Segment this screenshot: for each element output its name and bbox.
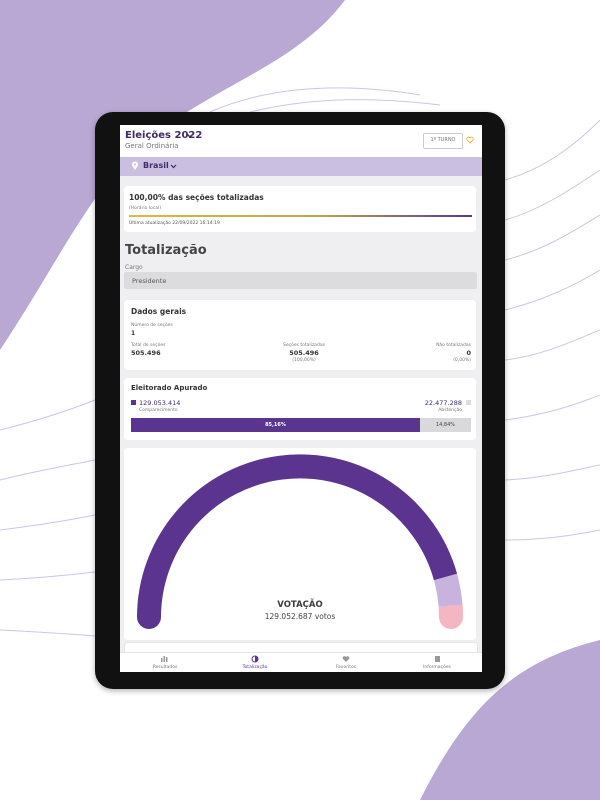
stat-pct: (0,00%) <box>453 358 471 363</box>
location-name[interactable]: Brasil <box>143 161 169 170</box>
pin-icon <box>132 161 138 170</box>
abstention-label: Abstenção <box>438 408 462 413</box>
legend-swatch <box>466 400 471 405</box>
turnout-value: 129.053.414 <box>139 399 181 407</box>
stat-label: Seções totalizadas <box>282 343 325 348</box>
abstention-value: 22.477.288 <box>424 399 462 407</box>
stat-label: Total de seções <box>131 343 166 348</box>
chevron-icon <box>170 164 177 169</box>
cargo-select[interactable]: Presidente <box>124 272 477 289</box>
votes-card: VOTAÇÃO 129.052.687 votos <box>124 448 476 640</box>
app-subtitle: Geral Ordinária <box>125 142 179 150</box>
turnout-label: Comparecimento <box>139 408 178 413</box>
card-title: Eleitorado Apurado <box>131 384 208 392</box>
nav-item[interactable]: Informações <box>423 665 451 670</box>
app-screen: Eleições 2022 Geral Ordinária 1º TURNO B… <box>120 125 482 672</box>
round-button-label[interactable]: 1º TURNO <box>430 137 456 143</box>
votes-gauge <box>137 454 464 629</box>
abstention-bar: 14,84% <box>420 418 471 432</box>
status-title: 100,00% das seções totalizadas <box>129 193 264 202</box>
gauge-cap <box>439 605 463 629</box>
stat-pct: (100,00%) <box>292 358 316 363</box>
bottom-nav: Resultados Totalização Favoritos Informa… <box>120 652 482 672</box>
votes-title: VOTAÇÃO <box>277 600 323 610</box>
gauge-cap <box>137 605 161 629</box>
location-bar[interactable]: Brasil <box>120 157 482 176</box>
stat-label: Não totalizadas <box>436 343 471 348</box>
turnout-bar: 85,16% <box>131 418 420 432</box>
nav-icons <box>161 655 440 663</box>
card-title: Dados gerais <box>131 307 187 316</box>
stat-label: Número de seções <box>131 323 173 328</box>
turnout-pct: 85,16% <box>265 422 286 428</box>
status-updated: Última atualização 22/09/2022 16:14:19 <box>129 221 220 226</box>
cargo-value[interactable]: Presidente <box>132 277 167 285</box>
nav-item[interactable]: Favoritos <box>335 665 357 670</box>
stat-value: 505.496 <box>289 349 319 357</box>
legend-swatch <box>131 400 136 405</box>
section-title: Totalização <box>125 243 207 258</box>
cargo-label: Cargo <box>125 264 143 271</box>
nav-item[interactable]: Totalização <box>242 665 268 670</box>
general-data-card: Dados gerais Número de seções 1 Total de… <box>124 300 476 370</box>
app-header: Eleições 2022 Geral Ordinária 1º TURNO <box>120 125 482 157</box>
gauge-valid <box>137 454 458 618</box>
chevron-icon <box>186 133 194 138</box>
status-note: (Horário local) <box>129 206 162 211</box>
round-button[interactable]: 1º TURNO <box>423 133 463 149</box>
stat-value: 1 <box>131 330 136 337</box>
abstention-pct: 14,84% <box>435 422 456 428</box>
nav-item[interactable]: Resultados <box>152 665 178 670</box>
progress-bar <box>129 215 472 217</box>
electorate-card: Eleitorado Apurado 129.053.414 Compareci… <box>124 378 476 440</box>
stat-value: 505.496 <box>131 349 161 357</box>
status-card: 100,00% das seções totalizadas (Horário … <box>124 186 476 232</box>
favorite-icon[interactable] <box>466 136 474 144</box>
votes-total: 129.052.687 votos <box>264 612 336 621</box>
stat-value: 0 <box>466 349 471 357</box>
app-title[interactable]: Eleições 2022 <box>125 130 203 141</box>
